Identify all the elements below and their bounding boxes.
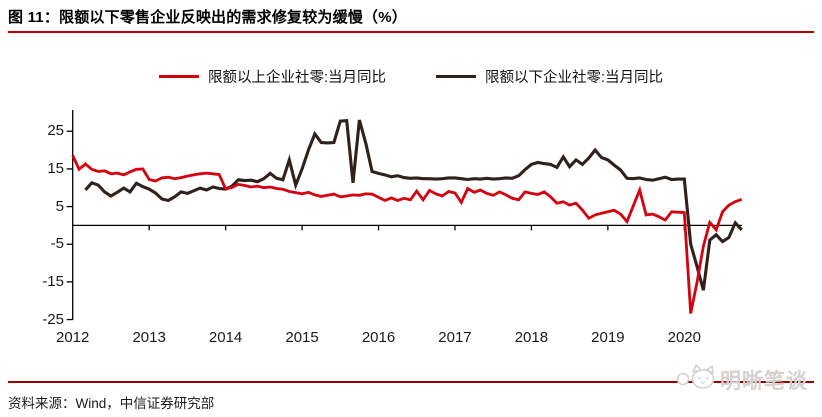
y-tick-label: -15 [42, 272, 64, 290]
red-line-swatch [158, 75, 199, 78]
cat-face-icon [676, 363, 716, 396]
y-tick-label: 25 [47, 122, 64, 140]
source-note: 资料来源：Wind，中信证券研究部 [8, 396, 215, 411]
x-tick-label: 2013 [132, 329, 166, 346]
x-tick-label: 2016 [361, 329, 396, 346]
watermark: 明晰笔谈 [676, 363, 808, 396]
x-tick-label: 2018 [514, 329, 549, 346]
series-line [84, 119, 743, 291]
series-line [71, 154, 743, 314]
footer-divider [8, 381, 814, 383]
y-tick-label: 5 [55, 197, 64, 215]
x-tick-label: 2012 [56, 329, 90, 346]
legend-item-above-quota: 限额以上企业社零:当月同比 [158, 66, 386, 87]
y-tick-label: -5 [50, 235, 64, 253]
figure-title: 图 11：限额以下零售企业反映出的需求修复较为缓慢（%） [8, 9, 407, 26]
x-tick-label: 2019 [591, 329, 625, 346]
legend-label-below-quota: 限额以下企业社零:当月同比 [485, 70, 664, 86]
x-tick-label: 2014 [208, 329, 243, 346]
legend-label-above-quota: 限额以上企业社零:当月同比 [207, 70, 386, 86]
x-tick-label: 2017 [438, 329, 472, 346]
chart-legend: 限额以上企业社零:当月同比 限额以下企业社零:当月同比 [0, 66, 822, 87]
watermark-text: 明晰笔谈 [720, 369, 808, 393]
x-tick-label: 2020 [667, 329, 701, 346]
title-divider [8, 31, 814, 33]
legend-item-below-quota: 限额以下企业社零:当月同比 [436, 66, 663, 87]
x-tick-label: 2015 [285, 329, 319, 346]
y-tick-label: -25 [42, 310, 64, 328]
black-line-swatch [436, 75, 476, 78]
y-tick-label: 15 [47, 159, 64, 177]
